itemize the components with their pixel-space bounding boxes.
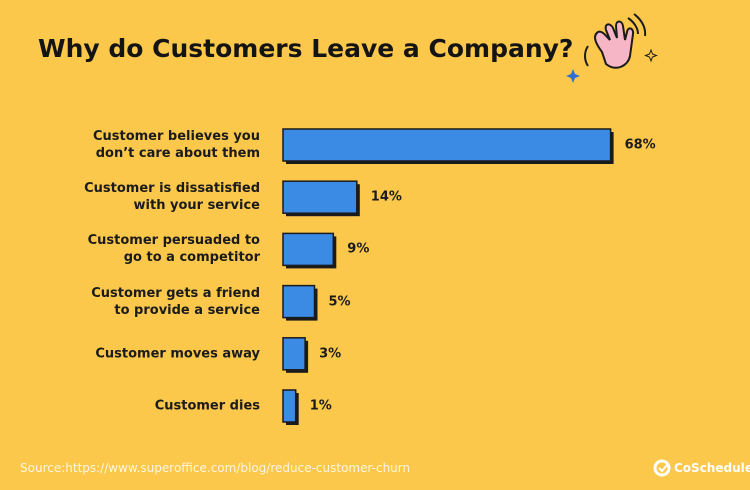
bar bbox=[282, 337, 306, 371]
category-label: Customer is dissatisfied with your servi… bbox=[84, 181, 260, 214]
category-label: Customer dies bbox=[154, 398, 260, 414]
wave-icon bbox=[566, 13, 671, 477]
chart-title: Why do Customers Leave a Company? bbox=[38, 34, 574, 63]
bar bbox=[282, 284, 316, 319]
brand: CoSchedule bbox=[674, 461, 750, 475]
category-label: Customer moves away bbox=[95, 346, 260, 362]
category-label: Customer believes you don’t care about t… bbox=[92, 129, 260, 161]
category-label: Customer persuaded to go to a competitor bbox=[87, 233, 260, 266]
bar bbox=[282, 389, 297, 423]
bar bbox=[282, 180, 358, 214]
value-label: 3% bbox=[319, 346, 342, 362]
value-label: 5% bbox=[328, 294, 351, 310]
value-label: 14% bbox=[370, 189, 402, 205]
category-label: Customer gets a friend to provide a serv… bbox=[91, 285, 260, 318]
source-note: Source:https://www.superoffice.com/blog/… bbox=[20, 461, 411, 475]
value-label: 68% bbox=[624, 137, 656, 153]
value-label: 1% bbox=[309, 398, 332, 414]
bar bbox=[282, 232, 335, 267]
bar bbox=[282, 128, 612, 162]
value-label: 9% bbox=[347, 241, 370, 257]
